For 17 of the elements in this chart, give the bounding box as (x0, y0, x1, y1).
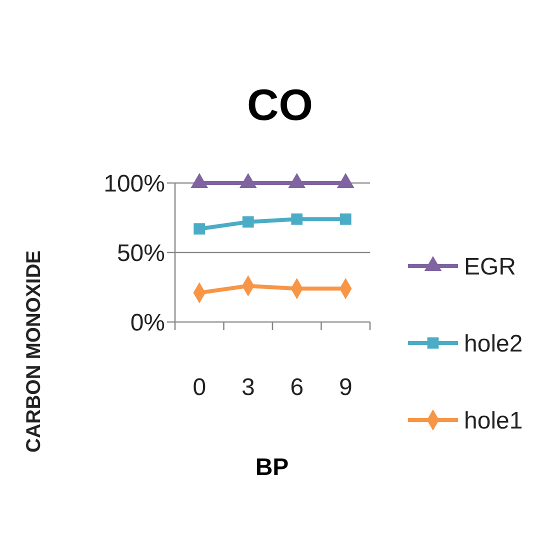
legend-label: hole1 (464, 407, 523, 434)
legend-label: hole2 (464, 330, 523, 358)
chart-title: CO (247, 81, 313, 130)
y-tick-label: 50% (116, 240, 165, 267)
point (288, 172, 306, 188)
point (336, 172, 354, 188)
y-tick-label: 0% (130, 309, 165, 336)
y-tick-label: 100% (104, 170, 165, 198)
x-tick-label: 3 (241, 374, 255, 401)
point (190, 172, 208, 188)
x-tick-label: 6 (290, 374, 304, 401)
x-axis-title: BP (255, 454, 289, 481)
legend-label: EGR (464, 253, 516, 280)
point (239, 172, 257, 188)
x-tick-label: 9 (338, 374, 352, 401)
y-axis-title: CARBON MONOXIDE (23, 250, 45, 453)
x-tick-label: 0 (192, 374, 206, 401)
